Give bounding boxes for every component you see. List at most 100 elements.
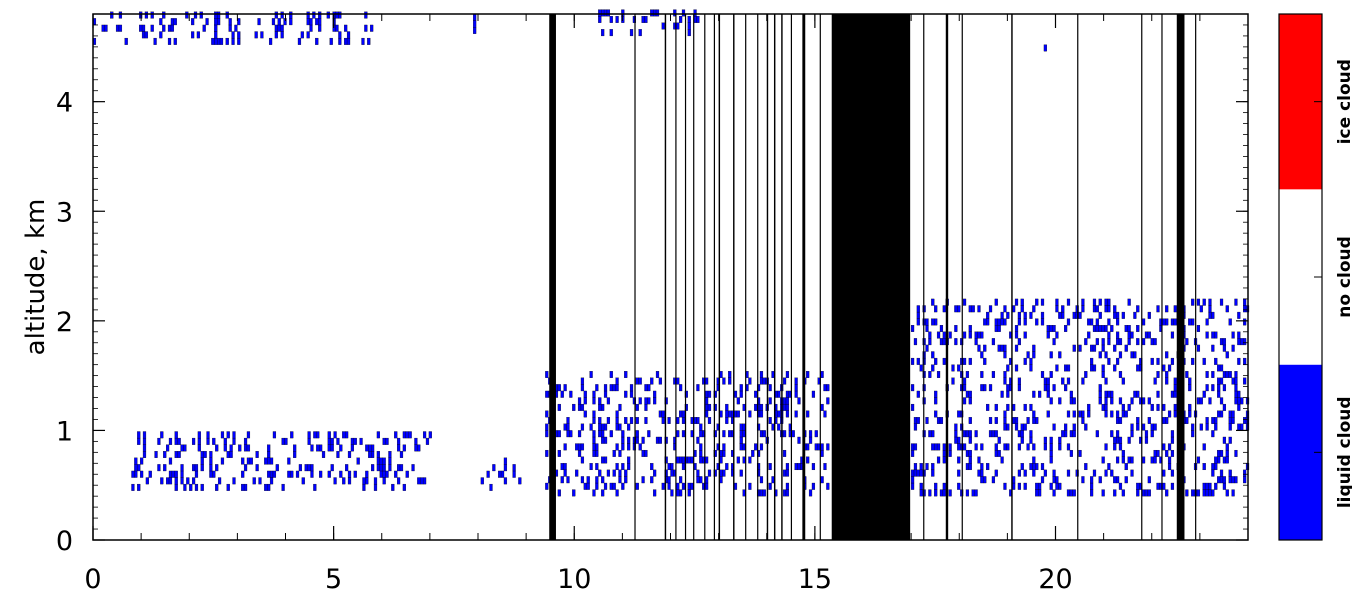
- missing-data-bar: [961, 14, 963, 540]
- liquid-cloud-cell: [258, 477, 262, 485]
- liquid-cloud-cell: [1231, 476, 1235, 484]
- liquid-cloud-cell: [1130, 331, 1134, 339]
- liquid-cloud-cell: [173, 37, 177, 45]
- liquid-cloud-cell: [1029, 463, 1033, 471]
- liquid-cloud-cell: [1095, 305, 1099, 313]
- liquid-cloud-cell: [1107, 357, 1111, 365]
- liquid-cloud-cell: [580, 423, 585, 431]
- liquid-cloud-cell: [785, 410, 790, 418]
- liquid-cloud-cell: [1199, 305, 1203, 313]
- missing-data-bar: [831, 14, 911, 540]
- liquid-cloud-cell: [1064, 325, 1068, 332]
- liquid-cloud-cell: [1165, 318, 1169, 326]
- liquid-cloud-cell: [1136, 482, 1140, 490]
- liquid-cloud-cell: [589, 371, 593, 378]
- liquid-cloud-cell: [653, 9, 657, 17]
- liquid-cloud-cell: [1170, 482, 1175, 490]
- liquid-cloud-cell: [104, 24, 108, 32]
- liquid-cloud-cell: [1130, 397, 1134, 405]
- liquid-cloud-cell: [1156, 305, 1160, 313]
- liquid-cloud-cell: [560, 476, 564, 484]
- liquid-cloud-cell: [650, 377, 654, 385]
- missing-data-bar: [745, 14, 747, 540]
- liquid-cloud-cell: [339, 444, 343, 452]
- liquid-cloud-cell: [1133, 311, 1137, 319]
- liquid-cloud-cell: [934, 305, 938, 313]
- liquid-cloud-cell: [422, 431, 427, 439]
- liquid-cloud-cell: [751, 449, 755, 457]
- liquid-cloud-cell: [621, 430, 625, 438]
- liquid-cloud-cell: [1107, 298, 1111, 306]
- liquid-cloud-cell: [931, 318, 935, 326]
- liquid-cloud-cell: [370, 24, 374, 32]
- liquid-cloud-cell: [243, 437, 248, 445]
- liquid-cloud-cell: [137, 437, 141, 445]
- liquid-cloud-cell: [820, 443, 824, 451]
- liquid-cloud-cell: [621, 463, 625, 471]
- liquid-cloud-cell: [566, 430, 570, 438]
- liquid-cloud-cell: [916, 390, 920, 398]
- liquid-cloud-cell: [994, 430, 998, 438]
- liquid-cloud-cell: [272, 470, 277, 478]
- liquid-cloud-cell: [1211, 463, 1215, 471]
- liquid-cloud-cell: [1110, 325, 1114, 332]
- liquid-cloud-cell: [1029, 364, 1033, 372]
- liquid-cloud-cell: [676, 489, 680, 497]
- liquid-cloud-cell: [1104, 397, 1108, 405]
- liquid-cloud-cell: [954, 430, 958, 438]
- liquid-cloud-cell: [1113, 344, 1117, 352]
- liquid-cloud-cell: [1191, 318, 1195, 326]
- liquid-cloud-cell: [159, 18, 163, 26]
- liquid-cloud-cell: [557, 449, 561, 457]
- liquid-cloud-cell: [1170, 390, 1175, 398]
- liquid-cloud-cell: [942, 331, 946, 339]
- liquid-cloud-cell: [1237, 311, 1241, 319]
- liquid-cloud-cell: [289, 11, 293, 19]
- liquid-cloud-cell: [137, 483, 141, 491]
- liquid-cloud-cell: [1225, 371, 1229, 378]
- liquid-cloud-cell: [1098, 384, 1102, 392]
- liquid-cloud-cell: [1035, 417, 1039, 424]
- liquid-cloud-cell: [681, 482, 686, 490]
- liquid-cloud-cell: [1211, 311, 1215, 319]
- liquid-cloud-cell: [936, 456, 941, 464]
- liquid-cloud-cell: [797, 436, 801, 444]
- liquid-cloud-cell: [228, 18, 232, 26]
- liquid-cloud-cell: [1156, 482, 1160, 490]
- liquid-cloud-cell: [965, 489, 970, 497]
- liquid-cloud-cell: [919, 364, 923, 372]
- liquid-cloud-cell: [327, 444, 331, 452]
- liquid-cloud-cell: [274, 31, 278, 39]
- liquid-cloud-cell: [679, 384, 683, 392]
- liquid-cloud-cell: [1115, 338, 1120, 346]
- liquid-cloud-cell: [1228, 417, 1232, 424]
- liquid-cloud-cell: [627, 456, 631, 464]
- liquid-cloud-cell: [1118, 417, 1123, 424]
- liquid-cloud-cell: [177, 437, 181, 445]
- liquid-cloud-cell: [592, 417, 596, 424]
- liquid-cloud-cell: [1219, 377, 1224, 385]
- liquid-cloud-cell: [1121, 489, 1125, 497]
- liquid-cloud-cell: [635, 436, 639, 444]
- liquid-cloud-cell: [498, 470, 502, 478]
- liquid-cloud-cell: [394, 470, 398, 478]
- liquid-cloud-cell: [1205, 482, 1209, 490]
- liquid-cloud-cell: [137, 431, 141, 439]
- liquid-cloud-cell: [1049, 449, 1053, 457]
- colorbar: liquid cloud no cloud ice cloud: [1278, 13, 1352, 541]
- liquid-cloud-cell: [957, 305, 961, 313]
- liquid-cloud-cell: [791, 430, 795, 438]
- x-axis: 0 5 10 15 20: [84, 14, 1249, 595]
- missing-data-bar: [802, 14, 806, 540]
- liquid-cloud-cell: [232, 431, 236, 439]
- liquid-cloud-cell: [237, 37, 241, 45]
- liquid-cloud-cell: [1113, 489, 1117, 497]
- liquid-cloud-cell: [231, 31, 235, 39]
- liquid-cloud-cell: [598, 403, 602, 411]
- liquid-cloud-cell: [214, 18, 218, 26]
- liquid-cloud-cell: [997, 449, 1001, 457]
- liquid-cloud-cell: [728, 430, 732, 438]
- liquid-cloud-cell: [1081, 377, 1085, 385]
- liquid-cloud-cell: [609, 371, 613, 378]
- liquid-cloud-cell: [1052, 384, 1056, 392]
